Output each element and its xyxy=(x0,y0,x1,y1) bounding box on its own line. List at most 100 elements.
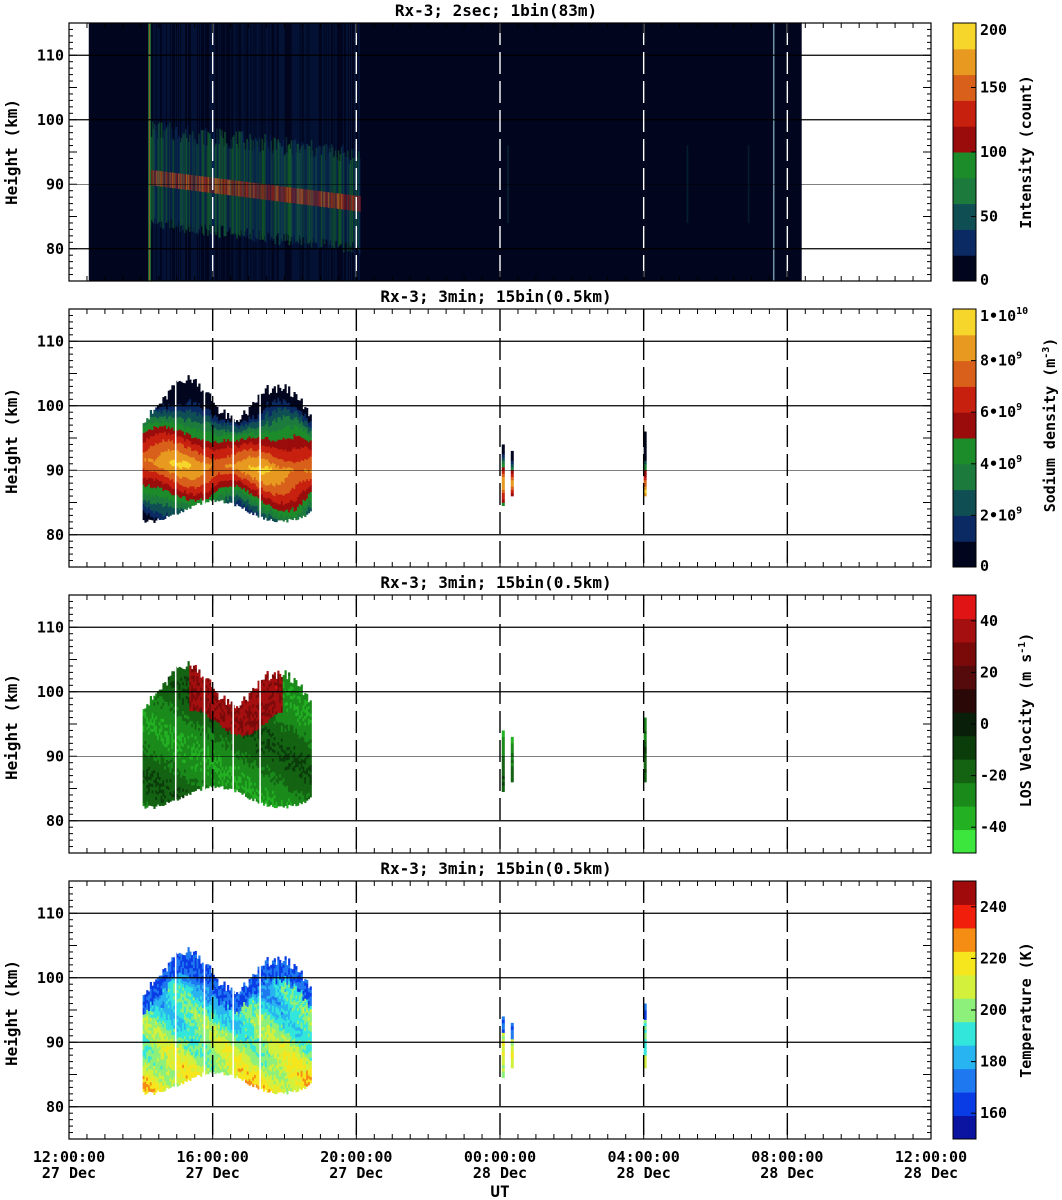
heatmap-cell xyxy=(176,420,179,425)
heatmap-cell xyxy=(289,409,293,413)
heatmap-cell xyxy=(306,495,309,499)
heatmap-cell xyxy=(171,784,174,788)
heatmap-cell xyxy=(191,383,194,387)
intensity-core xyxy=(214,177,216,194)
intensity-faint xyxy=(242,23,244,281)
heatmap-cell xyxy=(246,444,249,448)
heatmap-cell xyxy=(160,695,163,700)
heatmap-cell xyxy=(261,506,264,511)
heatmap-cell xyxy=(169,402,172,407)
heatmap-cell xyxy=(171,465,174,470)
heatmap-cell xyxy=(155,465,158,469)
heatmap-cell xyxy=(194,404,197,409)
heatmap-cell xyxy=(293,404,296,409)
heatmap-cell xyxy=(261,487,264,491)
intensity-core xyxy=(250,182,252,198)
heatmap-cell xyxy=(148,458,151,462)
heatmap-cell xyxy=(148,461,151,465)
heatmap-cell xyxy=(243,436,246,440)
heatmap-cell xyxy=(158,461,161,466)
heatmap-cell xyxy=(252,427,255,432)
heatmap-cell xyxy=(178,380,181,385)
intensity-faint xyxy=(292,23,294,281)
heatmap-cell xyxy=(302,428,305,432)
heatmap-cell xyxy=(253,457,257,462)
heatmap-cell xyxy=(237,470,241,474)
heatmap-cell xyxy=(176,504,179,509)
heatmap-cell xyxy=(167,426,170,430)
heatmap-cell xyxy=(205,440,208,445)
intensity-core xyxy=(258,183,261,199)
heatmap-cell xyxy=(156,765,160,770)
heatmap-cell xyxy=(271,433,275,438)
heatmap-cell xyxy=(282,489,285,493)
heatmap-cell xyxy=(165,418,169,423)
heatmap-cell xyxy=(264,394,267,399)
heatmap-cell xyxy=(295,503,298,508)
y-tick-label: 80 xyxy=(46,240,64,258)
heatmap-cell xyxy=(250,409,253,413)
heatmap-cell xyxy=(192,450,196,455)
heatmap-cell xyxy=(165,483,169,487)
heatmap-cell xyxy=(207,440,210,445)
heatmap-cell xyxy=(309,491,312,496)
heatmap-cell xyxy=(280,407,284,411)
heatmap-cell xyxy=(196,483,199,488)
heatmap-cell xyxy=(148,760,151,764)
heatmap-cell xyxy=(228,476,232,480)
heatmap-cell xyxy=(156,492,160,496)
heatmap-cell xyxy=(187,420,190,424)
heatmap-cell xyxy=(167,754,170,758)
heatmap-cell xyxy=(257,484,260,489)
heatmap-cell xyxy=(209,396,212,401)
heatmap-cell xyxy=(291,413,294,417)
heatmap-cell xyxy=(264,452,267,457)
intensity-faint xyxy=(358,23,360,281)
heatmap-cell xyxy=(221,441,224,446)
heatmap-cell xyxy=(167,708,170,713)
heatmap-cell xyxy=(207,401,210,406)
heatmap-cell xyxy=(306,411,309,415)
heatmap-cell xyxy=(160,484,163,488)
heatmap-cell xyxy=(270,450,273,455)
y-tick-label: 80 xyxy=(46,526,64,544)
heatmap-cell xyxy=(309,495,312,499)
intensity-streak xyxy=(267,147,270,235)
heatmap-cell xyxy=(286,396,289,400)
intensity-core xyxy=(207,177,209,193)
heatmap-cell xyxy=(209,422,212,427)
heatmap-cell xyxy=(266,414,269,418)
heatmap-cell xyxy=(151,494,154,498)
heatmap-cell xyxy=(212,451,215,455)
heatmap-cell xyxy=(171,771,174,775)
heatmap-cell xyxy=(295,513,298,517)
heatmap-cell xyxy=(270,508,273,513)
colorbar-tick-label: 2•109 xyxy=(980,505,1022,524)
heatmap-cell xyxy=(156,485,160,490)
heatmap-cell xyxy=(234,438,237,442)
heatmap-cell xyxy=(293,504,296,509)
heatmap-cell xyxy=(248,471,251,475)
heatmap-cell xyxy=(153,705,156,709)
heatmap-cell xyxy=(212,467,215,471)
heatmap-cell xyxy=(221,496,224,501)
intensity-core xyxy=(230,179,232,196)
heatmap-cell xyxy=(156,775,160,779)
heatmap-cell xyxy=(200,465,203,470)
heatmap-cell xyxy=(230,470,233,474)
heatmap-cell xyxy=(156,473,160,477)
heatmap-cell xyxy=(264,449,267,454)
heatmap-cell xyxy=(306,478,309,483)
heatmap-cell xyxy=(307,467,311,472)
heatmap-cell xyxy=(236,484,239,489)
heatmap-cell xyxy=(149,448,153,453)
heatmap-cell xyxy=(160,487,163,491)
intensity-faint xyxy=(307,23,309,281)
heatmap-cell xyxy=(280,497,284,501)
heatmap-cell xyxy=(268,513,271,518)
heatmap-cell xyxy=(201,477,205,482)
heatmap-cell xyxy=(289,457,293,462)
heatmap-cell xyxy=(207,408,210,412)
heatmap-cell xyxy=(248,474,251,479)
heatmap-cell xyxy=(270,515,273,519)
